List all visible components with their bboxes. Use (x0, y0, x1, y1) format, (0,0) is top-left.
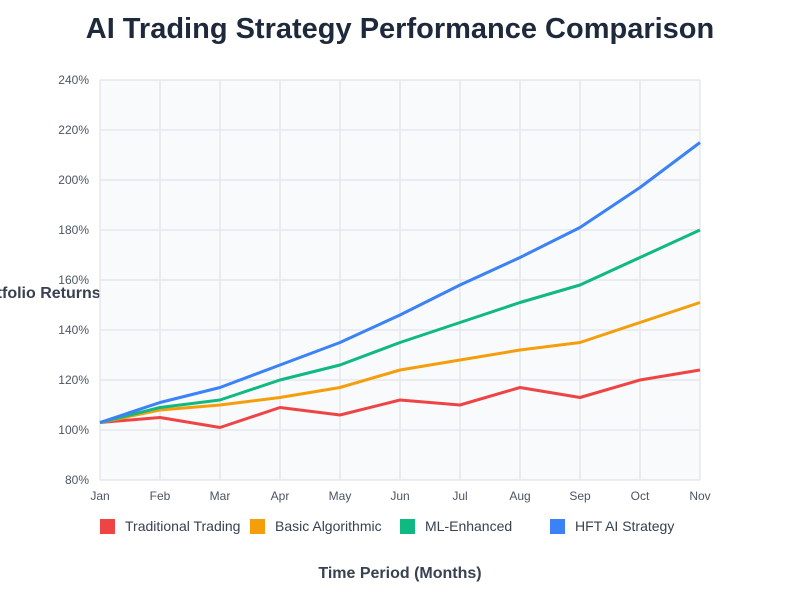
x-tick-label: Jun (390, 489, 409, 503)
y-tick-label: 140% (58, 323, 89, 337)
y-tick-label: 240% (58, 73, 89, 87)
legend-swatch (250, 518, 265, 534)
y-tick-label: 80% (65, 473, 89, 487)
legend-item[interactable]: Traditional Trading (100, 518, 240, 534)
x-tick-label: Feb (150, 489, 171, 503)
series-line-ml-enhanced (99, 228, 701, 424)
x-tick-label: Jan (90, 489, 109, 503)
legend-item[interactable]: Basic Algorithmic (250, 518, 382, 534)
legend-label: Basic Algorithmic (275, 518, 382, 534)
y-tick-label: 200% (58, 173, 89, 187)
legend-swatch (100, 518, 115, 534)
x-tick-label: Mar (210, 489, 231, 503)
legend-swatch (400, 518, 415, 534)
x-tick-label: Nov (689, 489, 710, 503)
series-line-basic-algorithmic (99, 301, 701, 424)
y-tick-label: 220% (58, 123, 89, 137)
x-tick-label: Oct (631, 489, 650, 503)
chart-title: AI Trading Strategy Performance Comparis… (85, 13, 715, 45)
series-line-hft-ai-strategy (99, 141, 701, 424)
x-axis-label: Time Period (Months) (318, 565, 482, 582)
x-tick-label: May (329, 489, 352, 503)
x-tick-label: Aug (509, 489, 530, 503)
y-tick-label: 120% (58, 373, 89, 387)
legend-label: ML-Enhanced (425, 518, 513, 534)
legend-label: HFT AI Strategy (575, 518, 675, 534)
series-line-traditional-trading (99, 368, 701, 429)
legend-label: Traditional Trading (125, 518, 241, 534)
legend-swatch (550, 518, 565, 534)
y-tick-label: 100% (58, 423, 89, 437)
y-tick-label: 180% (58, 223, 89, 237)
legend-item[interactable]: ML-Enhanced (400, 518, 512, 534)
x-tick-label: Sep (569, 489, 591, 503)
y-tick-label: 160% (58, 273, 89, 287)
legend-item[interactable]: HFT AI Strategy (550, 518, 674, 534)
y-axis-label: Portfolio Returns (%) (0, 285, 130, 302)
x-tick-label: Jul (452, 489, 467, 503)
x-tick-label: Apr (271, 489, 290, 503)
